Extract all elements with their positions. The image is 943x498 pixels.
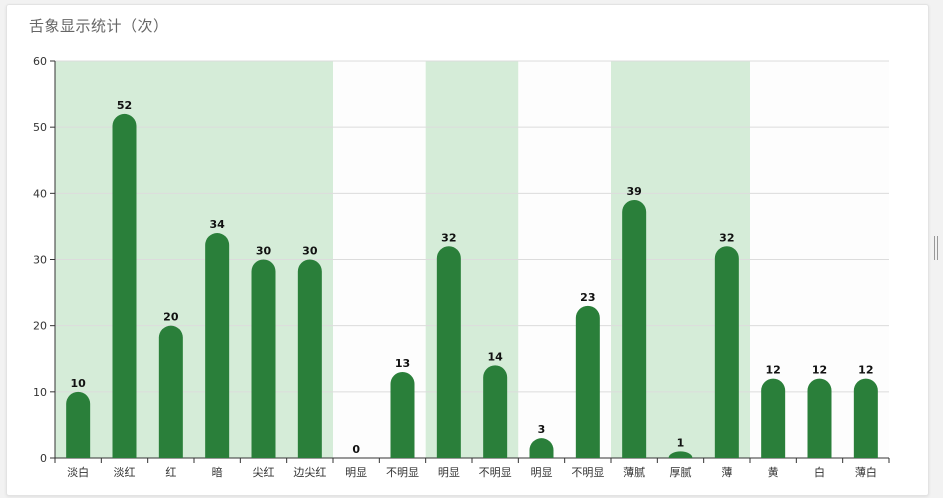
resize-handle-icon[interactable]: [933, 236, 939, 260]
bar-0: [66, 391, 91, 458]
value-label-1: 52: [117, 99, 132, 112]
category-label-10: 明显: [531, 466, 553, 479]
value-label-9: 14: [488, 350, 504, 363]
value-label-8: 32: [441, 231, 456, 244]
category-label-2: 红: [165, 466, 176, 479]
value-label-17: 12: [858, 364, 873, 377]
value-label-7: 13: [395, 357, 410, 370]
bar-2: [158, 325, 183, 458]
value-label-0: 10: [71, 377, 87, 390]
category-label-14: 薄: [721, 465, 732, 479]
y-tick-label: 10: [33, 386, 47, 399]
y-tick-label: 60: [33, 55, 47, 68]
value-label-4: 30: [256, 245, 272, 258]
bar-8: [436, 246, 461, 458]
value-label-3: 34: [210, 218, 226, 231]
bar-4: [251, 259, 276, 458]
y-tick-label: 40: [33, 187, 47, 200]
category-label-17: 薄白: [855, 465, 877, 479]
category-label-4: 尖红: [253, 466, 275, 479]
category-label-11: 不明显: [571, 466, 604, 479]
category-label-5: 边尖红: [293, 466, 326, 479]
bar-14: [714, 246, 739, 458]
category-label-3: 暗: [212, 465, 223, 479]
value-label-5: 30: [302, 245, 318, 258]
bar-16: [807, 378, 832, 458]
value-label-11: 23: [580, 291, 595, 304]
value-label-10: 3: [538, 423, 546, 436]
category-label-12: 薄腻: [623, 465, 645, 479]
category-label-9: 不明显: [479, 466, 512, 479]
bar-9: [483, 365, 508, 458]
y-tick-label: 30: [33, 254, 47, 267]
y-tick-label: 0: [40, 452, 47, 465]
y-tick-label: 50: [33, 121, 47, 134]
value-label-15: 12: [766, 364, 781, 377]
value-label-12: 39: [627, 185, 642, 198]
bar-3: [205, 233, 230, 458]
category-label-0: 淡白: [67, 465, 89, 479]
bar-10: [529, 438, 554, 458]
category-label-15: 黄: [768, 465, 779, 479]
bar-13: [668, 451, 693, 458]
bar-11: [575, 305, 600, 458]
value-label-2: 20: [163, 311, 179, 324]
y-tick-label: 20: [33, 320, 47, 333]
value-label-16: 12: [812, 364, 827, 377]
category-label-8: 明显: [438, 466, 460, 479]
category-label-16: 白: [814, 465, 825, 479]
category-label-1: 淡红: [114, 466, 136, 479]
category-label-13: 厚腻: [670, 466, 692, 479]
bar-5: [297, 259, 322, 458]
bar-17: [853, 378, 878, 458]
value-label-13: 1: [677, 436, 685, 449]
category-label-7: 不明显: [386, 466, 419, 479]
value-label-6: 0: [352, 443, 360, 456]
bar-7: [390, 371, 415, 458]
bar-1: [112, 113, 137, 458]
bar-15: [761, 378, 786, 458]
bar-12: [622, 199, 647, 458]
category-label-6: 明显: [345, 466, 367, 479]
value-label-14: 32: [719, 231, 734, 244]
chart-title: 舌象显示统计（次）: [29, 17, 169, 35]
